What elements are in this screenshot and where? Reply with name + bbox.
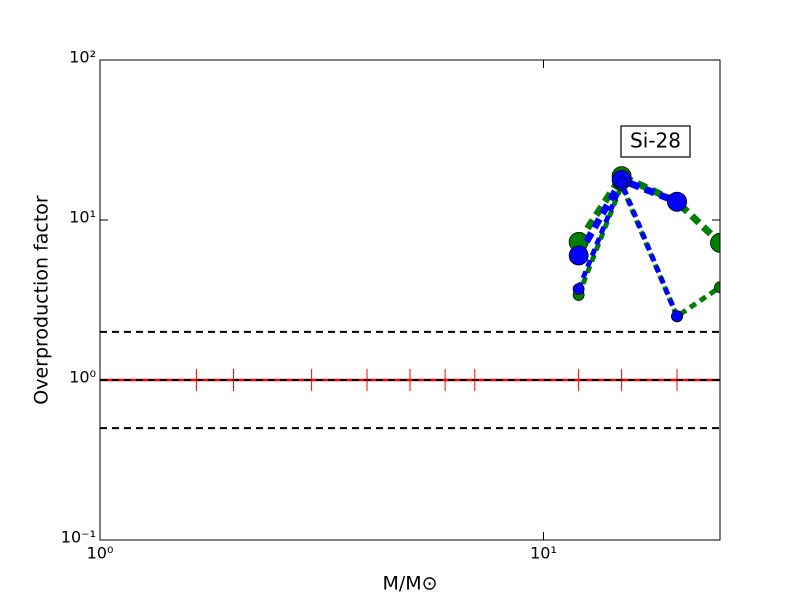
data-point <box>572 283 585 295</box>
x-tick-label: 10⁰ <box>87 544 114 563</box>
annotation-box <box>620 125 691 158</box>
plot-area <box>100 166 720 430</box>
x-tick-label: 10¹ <box>530 544 557 563</box>
series-line <box>575 171 720 246</box>
y-tick-label: 10⁻¹ <box>61 528 96 547</box>
data-point <box>615 177 628 190</box>
y-tick-label: 10¹ <box>69 208 96 227</box>
data-point <box>671 310 683 323</box>
data-point <box>667 191 687 212</box>
x-axis-label: M/M⊙ <box>382 573 437 595</box>
y-tick-label: 10² <box>69 48 96 67</box>
y-axis-label: Overproduction factor <box>31 195 53 405</box>
plot-frame <box>99 59 721 541</box>
data-point <box>568 245 589 266</box>
data-point <box>714 281 720 294</box>
data-point <box>710 232 720 253</box>
annotation: Si-28 <box>630 129 681 153</box>
y-tick-label: 10⁰ <box>69 368 96 387</box>
